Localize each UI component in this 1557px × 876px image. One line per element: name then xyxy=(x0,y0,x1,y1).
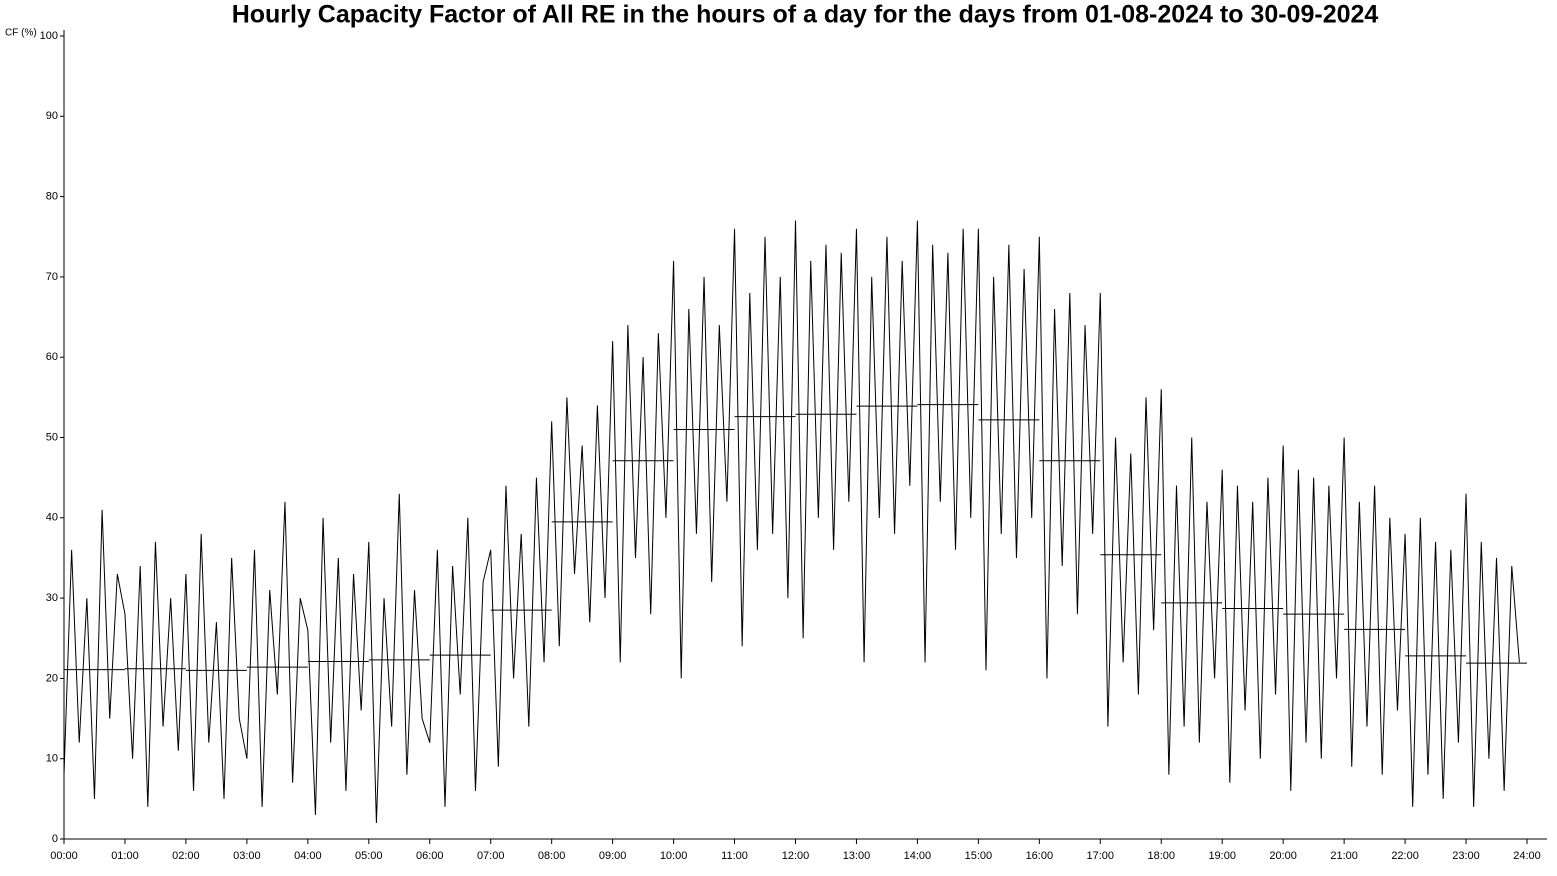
y-tick-label: 60 xyxy=(46,351,58,363)
x-tick-label: 06:00 xyxy=(416,850,444,862)
x-tick-label: 24:00 xyxy=(1513,850,1541,862)
cf-line xyxy=(63,220,1520,823)
x-tick-label: 14:00 xyxy=(904,850,932,862)
chart-title: Hourly Capacity Factor of All RE in the … xyxy=(232,1,1379,29)
x-tick-label: 21:00 xyxy=(1330,850,1358,862)
x-tick-label: 02:00 xyxy=(172,850,200,862)
x-tick-label: 20:00 xyxy=(1269,850,1297,862)
x-tick-label: 22:00 xyxy=(1391,850,1419,862)
x-tick-label: 15:00 xyxy=(965,850,993,862)
x-tick-label: 23:00 xyxy=(1452,850,1480,862)
y-tick-label: 40 xyxy=(46,512,58,524)
y-tick-label: 80 xyxy=(46,191,58,203)
y-tick-label: 70 xyxy=(46,271,58,283)
x-tick-label: 12:00 xyxy=(782,850,810,862)
x-tick-label: 19:00 xyxy=(1208,850,1236,862)
x-tick-label: 18:00 xyxy=(1147,850,1175,862)
y-axis-label: CF (%) xyxy=(5,28,37,39)
y-tick-label: 20 xyxy=(46,672,58,684)
x-tick-label: 11:00 xyxy=(721,850,748,862)
y-tick-label: 30 xyxy=(46,592,58,604)
x-tick-label: 03:00 xyxy=(233,850,261,862)
y-tick-label: 50 xyxy=(46,431,58,443)
x-tick-label: 05:00 xyxy=(355,850,383,862)
x-tick-label: 09:00 xyxy=(599,850,627,862)
x-tick-label: 00:00 xyxy=(50,850,78,862)
x-tick-label: 16:00 xyxy=(1026,850,1054,862)
x-tick-label: 07:00 xyxy=(477,850,505,862)
y-tick-label: 100 xyxy=(40,30,58,42)
x-tick-label: 13:00 xyxy=(843,850,871,862)
x-tick-label: 08:00 xyxy=(538,850,566,862)
y-tick-label: 0 xyxy=(52,833,58,845)
x-tick-label: 01:00 xyxy=(111,850,139,862)
x-tick-label: 17:00 xyxy=(1087,850,1115,862)
y-tick-label: 90 xyxy=(46,110,58,122)
x-tick-label: 10:00 xyxy=(660,850,688,862)
x-tick-label: 04:00 xyxy=(294,850,322,862)
y-tick-label: 10 xyxy=(46,753,58,765)
